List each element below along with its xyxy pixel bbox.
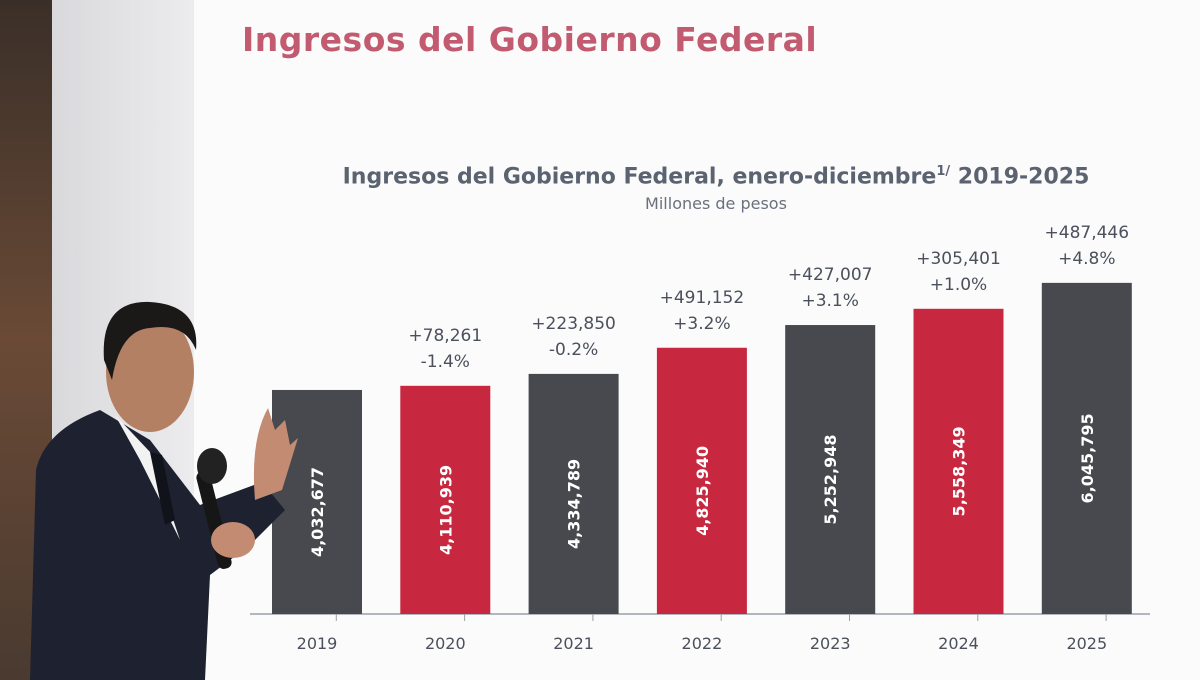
- change-percent-label: +4.8%: [1058, 249, 1115, 269]
- chart-title: Ingresos del Gobierno Federal, enero-dic…: [250, 164, 1182, 189]
- x-tick-label: 2020: [425, 634, 466, 653]
- data-label: 4,334,789: [565, 459, 584, 549]
- data-label: 6,045,795: [1078, 413, 1097, 503]
- bar-2023: [785, 325, 876, 614]
- change-percent-label: +3.1%: [801, 291, 858, 311]
- change-absolute-label: +78,261: [408, 326, 482, 346]
- change-absolute-label: +487,446: [1045, 223, 1130, 243]
- chart-title-footnote: 1/: [936, 164, 951, 179]
- bar-2021: [528, 373, 619, 614]
- data-label: 4,032,677: [308, 467, 327, 557]
- data-label: 4,825,940: [693, 446, 712, 536]
- bar-2020: [400, 385, 491, 614]
- x-tick-label: 2023: [810, 634, 851, 653]
- change-absolute-label: +491,152: [660, 288, 745, 308]
- presenter-photo: [30, 301, 298, 680]
- data-label: 4,110,939: [436, 465, 455, 555]
- change-percent-label: +3.2%: [673, 314, 730, 334]
- data-label: 5,558,349: [950, 426, 969, 516]
- x-tick-label: 2025: [1066, 634, 1107, 653]
- bar-2019: [272, 389, 362, 614]
- change-percent-label: +1.0%: [930, 275, 987, 295]
- bar-2024: [913, 308, 1004, 614]
- data-label: 5,252,948: [821, 434, 840, 524]
- change-absolute-label: +223,850: [531, 314, 616, 334]
- chart-title-years: 2019-2025: [957, 164, 1090, 190]
- x-tick-label: 2024: [938, 634, 979, 653]
- chart-title-text: Ingresos del Gobierno Federal, enero-dic…: [342, 164, 937, 190]
- x-tick-label: 2021: [553, 634, 594, 653]
- slide-title: Ingresos del Gobierno Federal: [242, 20, 818, 59]
- bar-2022: [656, 347, 747, 614]
- bar-2025: [1041, 282, 1132, 614]
- chart-subtitle: Millones de pesos: [645, 194, 787, 213]
- change-percent-label: -1.4%: [421, 352, 470, 372]
- change-absolute-label: +427,007: [788, 265, 873, 285]
- change-absolute-label: +305,401: [916, 249, 1001, 269]
- change-percent-label: -0.2%: [549, 340, 598, 360]
- x-tick-label: 2022: [682, 634, 723, 653]
- x-tick-label: 2019: [297, 634, 338, 653]
